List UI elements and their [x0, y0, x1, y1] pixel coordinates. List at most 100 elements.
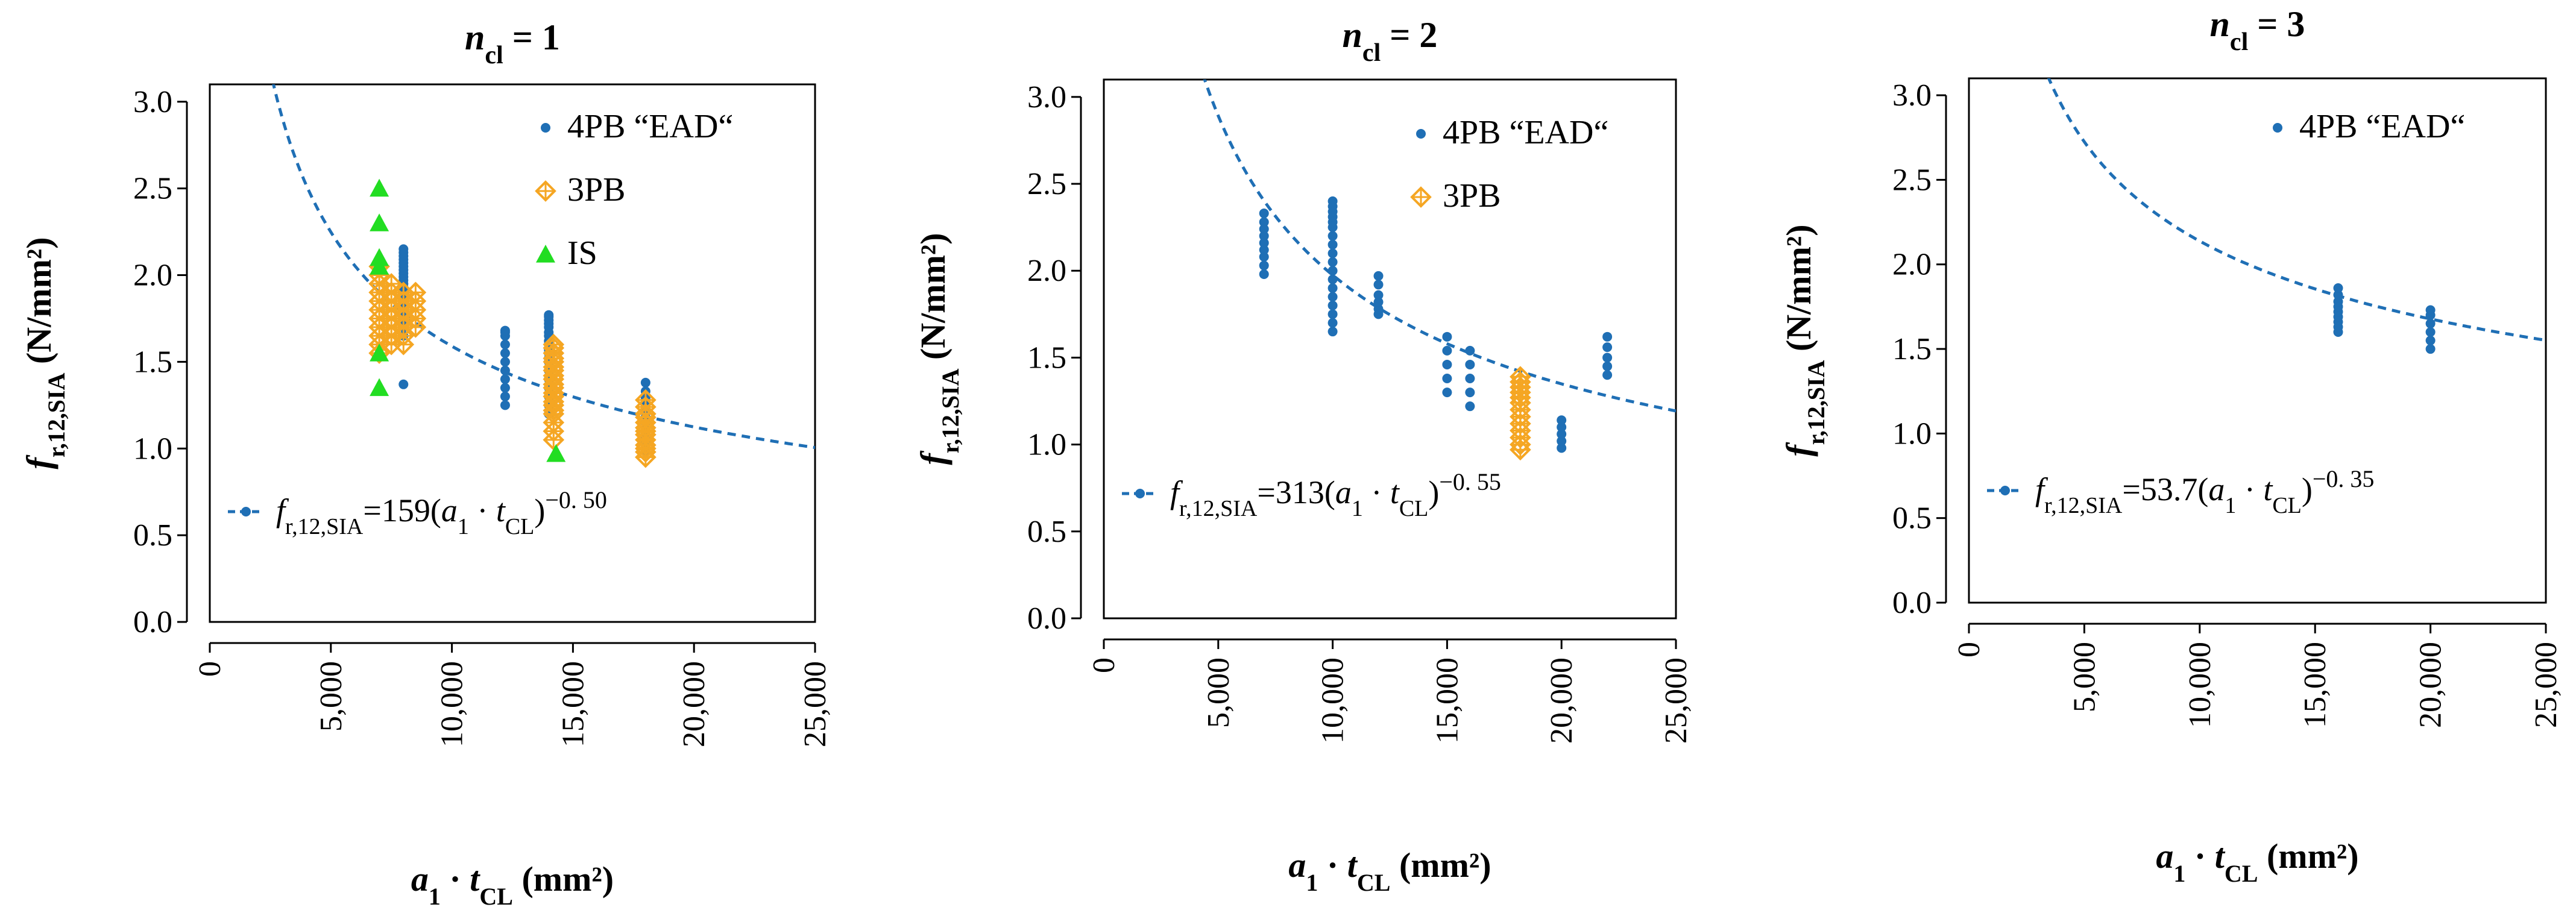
x-axis-label: a1 · tCL (mm²) — [411, 859, 614, 910]
data-point — [1442, 374, 1452, 384]
data-point — [1327, 292, 1338, 302]
data-point — [1442, 331, 1452, 342]
data-point — [500, 357, 510, 367]
y-tick-label: 2.5 — [1027, 167, 1066, 201]
legend-marker — [535, 180, 556, 202]
y-tick-label: 1.0 — [1892, 416, 1932, 451]
ylabel-sub: r,12,SIA — [1803, 360, 1830, 445]
fit-curve — [272, 84, 815, 450]
data-point — [1465, 388, 1475, 398]
fit-legend: fr,12,SIA=159(a1 · tCL)−0. 50 — [228, 486, 607, 539]
eq-exponent: −0. 35 — [2313, 465, 2375, 492]
data-point — [2333, 297, 2343, 307]
legend-label: 4PB “EAD“ — [2299, 108, 2465, 145]
data-point — [1465, 401, 1475, 412]
xlabel-t: t — [470, 859, 480, 899]
eq-exponent: −0. 50 — [545, 486, 607, 513]
fit-curve — [2047, 78, 2546, 342]
legend-marker — [1410, 186, 1432, 208]
data-point — [1259, 269, 1269, 279]
x-tick-label: 20,000 — [1545, 657, 1579, 744]
fit-legend: fr,12,SIA=53.7(a1 · tCL)−0. 35 — [1987, 465, 2375, 518]
data-point — [1259, 252, 1269, 262]
data-point — [1259, 245, 1269, 255]
data-point — [370, 248, 389, 266]
x-tick-label: 0 — [193, 661, 227, 677]
data-point — [405, 281, 427, 304]
eq-coef: =313( — [1257, 474, 1335, 510]
data-point — [1465, 374, 1475, 384]
data-point — [1259, 238, 1269, 248]
data-point — [1602, 353, 1613, 363]
fit-legend-marker — [2000, 486, 2010, 495]
panel-ncl-2: ncl = 2 0.0 0.5 1.0 1.5 2.0 2.5 3.0 0 5,000 10,000… — [913, 15, 1693, 896]
data-point — [1602, 370, 1613, 380]
title-rest: = 1 — [503, 17, 560, 57]
fit-legend: fr,12,SIA=313(a1 · tCL)−0. 55 — [1122, 468, 1501, 522]
data-point — [1373, 271, 1384, 281]
xlabel-a: a — [411, 859, 429, 899]
eq-t: t — [2263, 471, 2273, 507]
plot-frame — [1968, 77, 2547, 604]
xlabel-dot: · — [441, 859, 470, 899]
eq-t-sub: CL — [505, 514, 535, 539]
eq-t: t — [1390, 474, 1400, 510]
eq-t-sub: CL — [2272, 493, 2302, 518]
data-point — [1557, 415, 1567, 425]
y-tick-label: 1.5 — [1027, 340, 1066, 375]
fit-equation: fr,12,SIA=313(a1 · tCL)−0. 55 — [1170, 468, 1501, 522]
data-point — [1259, 209, 1269, 219]
data-point — [1327, 274, 1338, 284]
x-tick-label: 15,000 — [2298, 642, 2332, 728]
y-tick-label: 2.0 — [133, 259, 172, 293]
data-point — [1373, 297, 1384, 307]
data-point — [1327, 266, 1338, 276]
xlabel-unit: (mm²) — [513, 859, 614, 899]
eq-exponent: −0. 55 — [1439, 468, 1501, 495]
title-sub: cl — [1362, 39, 1381, 67]
data-point — [1602, 361, 1613, 371]
data-point — [1327, 248, 1338, 259]
title-rest: = 3 — [2248, 4, 2305, 44]
series-circle — [2333, 283, 2436, 354]
data-point — [1510, 366, 1531, 388]
x-tick-label: 10,000 — [1316, 657, 1350, 744]
eq-coef: =159( — [363, 492, 441, 529]
x-tick-label: 0 — [1952, 642, 1986, 657]
data-point — [1373, 280, 1384, 290]
y-axis-label: fr,12,SIA (N/mm²) — [1779, 224, 1830, 456]
data-point — [500, 400, 510, 410]
y-tick-label: 3.0 — [133, 85, 172, 119]
x-tick-label: 0 — [1087, 657, 1121, 673]
x-tick-label: 15,000 — [1430, 657, 1464, 744]
y-tick-label: 0.5 — [133, 518, 172, 553]
data-point — [1259, 260, 1269, 271]
x-tick-label: 25,000 — [2529, 642, 2563, 728]
eq-sub: r,12,SIA — [2044, 493, 2123, 518]
y-tick-label: 1.5 — [133, 345, 172, 379]
data-point — [398, 379, 409, 389]
y-tick-label: 0.5 — [1892, 501, 1932, 536]
xlabel-sub2: CL — [479, 883, 513, 910]
chart-title: ncl = 2 — [1343, 15, 1438, 67]
eq-t: t — [496, 492, 506, 529]
eq-a-sub: 1 — [2225, 493, 2236, 518]
x-tick-label: 5,000 — [314, 661, 348, 732]
x-tick-label: 5,000 — [2067, 642, 2102, 712]
data-point — [1602, 331, 1613, 342]
data-point — [370, 213, 389, 231]
xlabel-sub1: 1 — [2173, 860, 2185, 887]
xlabel-sub2: CL — [1357, 869, 1391, 896]
y-tick-label: 0.0 — [1027, 601, 1066, 636]
data-point — [2425, 305, 2436, 315]
data-point — [546, 444, 566, 462]
xlabel-a: a — [2156, 836, 2173, 876]
panel-ncl-3: ncl = 3 0.0 0.5 1.0 1.5 2.0 2.5 3.0 0 5,000 10,000… — [1779, 4, 2563, 887]
data-point — [1327, 239, 1338, 249]
eq-a-sub: 1 — [1352, 496, 1363, 521]
eq-a: a — [2208, 471, 2225, 507]
data-point — [1259, 224, 1269, 234]
y-tick-label: 2.5 — [133, 172, 172, 206]
x-tick-label: 25,000 — [798, 661, 833, 747]
data-point — [635, 389, 657, 411]
